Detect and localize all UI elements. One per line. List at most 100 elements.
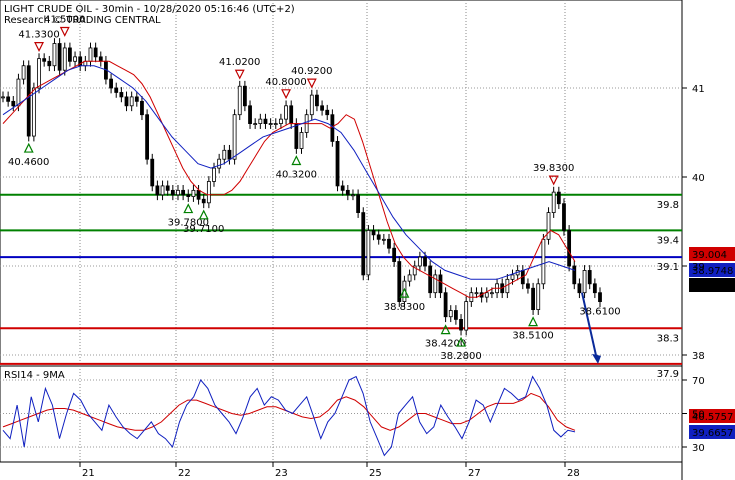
price-candle — [52, 43, 57, 67]
price-tag-bg — [689, 247, 735, 261]
price-candle — [11, 100, 16, 107]
price-candle — [315, 94, 319, 107]
price-candle — [242, 85, 247, 107]
price-candle — [294, 123, 299, 149]
forecast-arrow-line — [581, 292, 598, 361]
rsi-tag-bg — [689, 425, 735, 439]
swing-low-marker — [456, 336, 467, 347]
price-candle — [598, 292, 602, 303]
swing-low-label: 40.4600 — [8, 157, 49, 168]
price-candle — [541, 238, 546, 285]
price-candle — [6, 96, 11, 102]
slow-ma-line — [2, 65, 576, 280]
price-label: 38.6100 — [579, 307, 620, 318]
price-candle — [232, 114, 237, 160]
price-candle — [551, 191, 556, 214]
price-candle — [438, 274, 443, 294]
price-tag: 38.7 — [692, 281, 714, 292]
swing-high-label: 40.8000 — [265, 77, 306, 88]
price-candle — [93, 47, 98, 58]
price-candle — [356, 194, 361, 214]
x-tick-label: 27 — [468, 468, 481, 479]
price-candle — [546, 212, 551, 240]
price-candle — [114, 87, 119, 93]
swing-low-marker — [23, 142, 34, 153]
price-candle — [407, 274, 412, 282]
swing-low-marker — [440, 324, 451, 335]
price-candle — [448, 310, 453, 318]
price-candle — [587, 270, 592, 285]
price-candle — [412, 265, 417, 276]
price-candle — [186, 194, 191, 197]
price-candle — [68, 47, 72, 62]
price-candle — [330, 114, 335, 142]
price-candle — [124, 96, 129, 107]
swing-high-marker — [548, 175, 559, 186]
swing-low-label: 39.7100 — [183, 224, 224, 235]
price-candle — [376, 234, 381, 240]
x-tick-label: 21 — [82, 468, 95, 479]
price-candle — [484, 292, 489, 298]
swing-high-marker — [59, 26, 70, 37]
price-candle — [531, 287, 535, 311]
price-candle — [366, 229, 371, 276]
price-candle — [98, 56, 103, 62]
price-candle — [155, 185, 160, 196]
swing-low-marker — [183, 203, 194, 214]
level-label: 38.3 — [657, 333, 679, 344]
price-candle — [381, 238, 386, 241]
level-label: 39.1 — [657, 262, 679, 273]
price-candle — [57, 43, 62, 71]
price-candle — [181, 189, 186, 196]
price-candle — [42, 58, 47, 62]
price-candle — [536, 283, 541, 311]
rsi-tag-bg — [689, 409, 735, 423]
price-candle — [160, 185, 165, 196]
price-candle — [263, 118, 268, 125]
price-panel-frame — [0, 0, 683, 365]
price-candle — [526, 283, 530, 289]
price-candle — [340, 185, 345, 191]
rsi-tick-label: 70 — [692, 376, 705, 387]
price-candle — [510, 274, 515, 280]
price-candle — [423, 256, 427, 267]
chart-title: LIGHT CRUDE OIL - 30min - 10/28/2020 05:… — [4, 4, 295, 15]
swing-high-label: 41.5000 — [44, 15, 85, 26]
price-candle — [165, 185, 170, 191]
price-candle — [26, 65, 31, 137]
price-candle — [1, 96, 5, 99]
price-candle — [325, 109, 330, 116]
price-candle — [62, 47, 67, 71]
y-tick-label: 41 — [692, 84, 705, 95]
price-candle — [16, 78, 21, 107]
chart-subtitle: Research © TRADING CENTRAL — [4, 15, 161, 26]
rsi-series — [2, 375, 576, 457]
price-candle — [279, 118, 283, 125]
price-candle — [217, 158, 222, 169]
price-candle — [345, 189, 350, 196]
swing-low-marker — [528, 316, 539, 327]
price-candle — [140, 100, 144, 116]
forecast-arrow-head — [592, 353, 601, 364]
price-candle — [371, 229, 376, 236]
price-candle — [490, 292, 494, 295]
swing-low-label: 40.3200 — [276, 170, 317, 181]
swing-high-marker — [34, 42, 44, 52]
rsi-title: RSI14 - 9MA — [4, 370, 65, 381]
price-candle — [196, 189, 201, 200]
price-candle — [227, 149, 232, 160]
price-tags: 39.004 38.9748 38.7 40.5757 39.6657 — [689, 247, 735, 439]
x-tick-label: 28 — [567, 468, 580, 479]
price-candle — [206, 181, 211, 204]
swing-high-label: 41.3300 — [18, 30, 59, 41]
price-candle — [212, 167, 216, 182]
price-candle — [248, 105, 252, 125]
y-tick-label: 39 — [692, 262, 705, 273]
price-candle — [562, 203, 566, 231]
price-series — [1, 38, 602, 336]
price-candle — [428, 265, 433, 294]
price-candle — [47, 60, 52, 67]
swing-high-label: 41.0200 — [219, 57, 260, 68]
rsi-tag: 39.6657 — [692, 428, 733, 439]
